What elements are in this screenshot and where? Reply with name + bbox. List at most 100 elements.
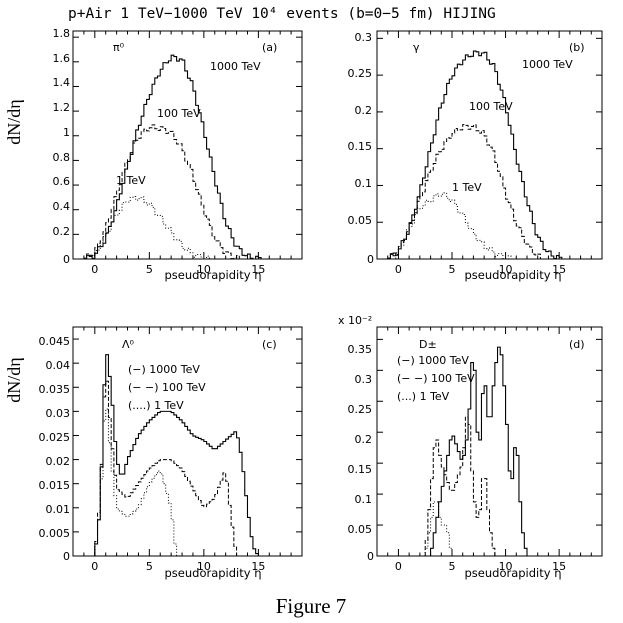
panel-c-ytick-label: 0.025: [39, 431, 71, 444]
panel-b-plot: 0: [367, 31, 603, 266]
xtick-label: 0: [395, 263, 402, 276]
panel-b-1000tev-label: 1000 TeV: [522, 58, 573, 71]
panel-b-ytick-label: 0.05: [348, 214, 373, 227]
panel-c-ytick-label: 0.02: [46, 455, 71, 468]
series-1000-tev: [430, 346, 528, 556]
panel-a-frame: [72, 30, 303, 260]
panel-b-y-tick-labels: 0.3 0.25 0.2 0.15 0.1 0.05: [348, 31, 373, 227]
xtick-label: 10: [499, 560, 513, 573]
x-tick-labels: 0 5 10 15 0 5 10 15 0 5 10 15 0 5 10 15: [91, 263, 566, 573]
series-100-tev: [83, 124, 243, 260]
ytick-label-zero: 0: [63, 550, 70, 563]
panel-c-ytick-label: 0.045: [39, 335, 71, 348]
panel-b-ytick-label: 0.15: [348, 140, 373, 153]
panel-c-legend-1tev: (....) 1 TeV: [128, 399, 184, 412]
series-100-tev: [94, 380, 238, 556]
panel-a-ytick-label: 1.4: [53, 76, 71, 89]
panel-a-xlabel: pseudorapidity η: [164, 268, 261, 282]
panel-a-100tev-label: 100 TeV: [157, 107, 201, 120]
panel-d-ytick-label: 0.15: [348, 463, 373, 476]
panel-c-frame: [72, 326, 303, 557]
series-1-tev: [89, 196, 210, 260]
panel-a-particle: π⁰: [113, 41, 125, 54]
panel-a-ytick-label: 1.6: [53, 52, 71, 65]
panel-d-y-multiplier: x 10⁻²: [338, 314, 372, 327]
panel-c-ytick-label: 0.03: [46, 407, 71, 420]
series-1-tev: [424, 501, 453, 556]
figure-caption: Figure 7: [276, 594, 347, 618]
panel-d-ytick-label: 0.1: [355, 493, 373, 506]
panel-d-legend-100tev: (− −) 100 TeV: [397, 372, 475, 385]
panel-a-ylabel: dN/dη: [4, 99, 24, 144]
panel-c-ytick-label: 0.005: [39, 527, 71, 540]
xtick-label: 10: [499, 263, 513, 276]
panel-a-ytick-label: 1.2: [53, 101, 71, 114]
panel-d-frame: [376, 326, 603, 557]
figure-title: p+Air 1 TeV−1000 TeV 10⁴ events (b=0−5 f…: [68, 6, 496, 22]
series-1000-tev: [83, 54, 264, 260]
xtick-label: 5: [449, 560, 456, 573]
panel-a-plot: 0: [63, 31, 303, 266]
panel-d-ytick-label: 0.35: [348, 343, 373, 356]
panel-b-100tev-label: 100 TeV: [469, 100, 513, 113]
xtick-label: 10: [197, 263, 211, 276]
panel-a-panel-label: (a): [262, 41, 277, 54]
ytick-label-zero: 0: [63, 253, 70, 266]
series-100-tev: [387, 124, 544, 260]
panel-b-frame: [376, 30, 603, 260]
panel-d-ytick-label: 0.3: [355, 373, 373, 386]
ytick-label-zero: 0: [367, 550, 374, 563]
panel-d-y-tick-labels: 0.35 0.3 0.25 0.2 0.15 0.1 0.05: [348, 343, 373, 536]
panel-d-legend-1tev: (...) 1 TeV: [397, 390, 450, 403]
panel-c-legend-100tev: (− −) 100 TeV: [128, 381, 206, 394]
panel-b-panel-label: (b): [569, 41, 585, 54]
panel-a-ytick-label: 1.8: [53, 27, 71, 40]
panel-a-1000tev-label: 1000 TeV: [210, 60, 261, 73]
panel-d-plot: 0: [367, 327, 603, 563]
panel-d-particle: D±: [419, 338, 437, 351]
panel-b-ytick-label: 0.25: [348, 67, 373, 80]
panel-d-ytick-label: 0.25: [348, 403, 373, 416]
panel-c-ylabel: dN/dη: [4, 357, 24, 402]
xtick-label: 0: [91, 560, 98, 573]
panel-c-ytick-label: 0.04: [46, 359, 71, 372]
panel-b-xlabel: pseudorapidity η: [464, 268, 561, 282]
panel-a: dN/dη π⁰ (a) 1000 TeV 100 TeV 1 TeV pseu…: [4, 27, 303, 282]
series-1000-tev: [94, 354, 259, 556]
panel-c-ytick-label: 0.01: [46, 503, 71, 516]
panel-b-ytick-label: 0.1: [355, 177, 373, 190]
panel-c-ytick-label: 0.035: [39, 383, 71, 396]
panel-d-xlabel: pseudorapidity η: [464, 566, 561, 580]
xtick-label: 15: [251, 263, 265, 276]
xtick-label: 15: [552, 560, 566, 573]
panel-d-legend-1000tev: (−) 1000 TeV: [397, 354, 469, 367]
panel-c-particle: Λ⁰: [122, 338, 135, 351]
xtick-label: 5: [449, 263, 456, 276]
panel-d-ytick-label: 0.2: [355, 433, 373, 446]
ytick-label-zero: 0: [367, 253, 374, 266]
panel-d: x 10⁻² D± (d) (−) 1000 TeV (− −) 100 TeV…: [338, 314, 603, 580]
panel-a-y-tick-labels: 1.8 1.6 1.4 1.2 1 0.8 0.6 0.4 0.2: [53, 27, 71, 238]
series-1-tev: [94, 408, 178, 556]
panel-b: γ (b) 1000 TeV 100 TeV 1 TeV pseudorapid…: [348, 30, 603, 282]
panel-a-ytick-label: 1: [63, 126, 70, 139]
panel-d-ytick-label: 0.05: [348, 523, 373, 536]
panel-a-ytick-label: 0.8: [53, 151, 71, 164]
panel-b-1tev-label: 1 TeV: [452, 181, 482, 194]
series-1-tev: [393, 192, 512, 260]
panel-c: dN/dη Λ⁰ (c) (−) 1000 TeV (− −) 100 TeV …: [4, 326, 303, 580]
xtick-label: 5: [146, 263, 153, 276]
panel-b-particle: γ: [413, 41, 420, 54]
panel-c-plot: 0: [63, 327, 303, 563]
xtick-label: 0: [91, 263, 98, 276]
xtick-label: 15: [251, 560, 265, 573]
xtick-label: 15: [552, 263, 566, 276]
panel-b-ytick-label: 0.3: [355, 31, 373, 44]
xtick-label: 10: [197, 560, 211, 573]
panel-c-y-tick-labels: 0.045 0.04 0.035 0.03 0.025 0.02 0.015 0…: [39, 335, 71, 540]
panel-a-ytick-label: 0.4: [53, 200, 71, 213]
series-100-tev: [424, 416, 496, 556]
series-1000-tev: [387, 50, 565, 260]
panel-d-panel-label: (d): [569, 338, 585, 351]
